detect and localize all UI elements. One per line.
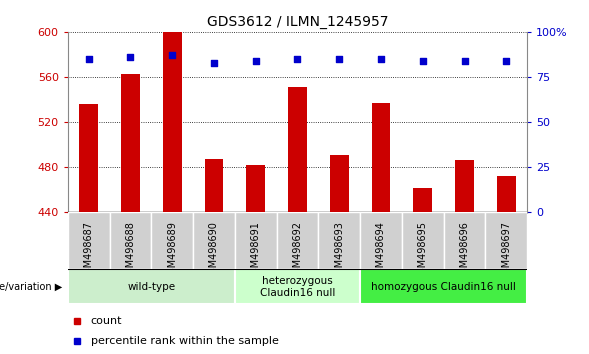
Text: heterozygous
Claudin16 null: heterozygous Claudin16 null (260, 276, 335, 298)
Point (376, 56, 386, 62)
Text: wild-type: wild-type (127, 282, 176, 292)
Text: GSM498697: GSM498697 (501, 221, 511, 280)
Bar (68, 212, 110, 269)
Bar (455, 160, 474, 212)
Bar (163, 32, 181, 212)
Point (125, 54, 135, 60)
Bar (151, 212, 193, 269)
Point (335, 56, 344, 62)
Point (293, 56, 302, 62)
Text: percentile rank within the sample: percentile rank within the sample (91, 336, 279, 346)
Bar (330, 155, 349, 212)
Text: GSM498691: GSM498691 (251, 221, 261, 280)
Bar (235, 212, 277, 269)
Bar (288, 87, 307, 212)
Point (418, 58, 428, 64)
Point (460, 58, 469, 64)
Bar (372, 103, 391, 212)
Bar (235, 269, 360, 304)
Bar (110, 212, 151, 269)
Text: count: count (91, 316, 122, 326)
Text: GSM498688: GSM498688 (125, 221, 135, 280)
Text: GSM498689: GSM498689 (167, 221, 177, 280)
Point (167, 52, 177, 58)
Bar (497, 176, 516, 212)
Bar (68, 269, 235, 304)
Point (84, 56, 93, 62)
Bar (246, 165, 265, 212)
Bar (121, 74, 140, 212)
Bar (444, 212, 485, 269)
Bar (485, 212, 527, 269)
Text: GSM498696: GSM498696 (459, 221, 469, 280)
Bar (193, 212, 235, 269)
Text: GSM498693: GSM498693 (334, 221, 344, 280)
Text: GSM498687: GSM498687 (84, 221, 94, 280)
Text: homozygous Claudin16 null: homozygous Claudin16 null (371, 282, 516, 292)
Bar (277, 212, 318, 269)
Bar (79, 104, 98, 212)
Bar (360, 212, 402, 269)
Text: GSM498690: GSM498690 (209, 221, 219, 280)
Text: GSM498694: GSM498694 (376, 221, 386, 280)
Text: GSM498692: GSM498692 (293, 221, 302, 280)
Bar (402, 212, 444, 269)
Bar (360, 269, 527, 304)
Bar (204, 159, 223, 212)
Text: GSM498695: GSM498695 (418, 221, 428, 280)
Bar (318, 212, 360, 269)
Title: GDS3612 / ILMN_1245957: GDS3612 / ILMN_1245957 (207, 16, 388, 29)
Bar (413, 188, 432, 212)
Text: genotype/variation ▶: genotype/variation ▶ (0, 282, 62, 292)
Point (502, 58, 511, 64)
Point (209, 60, 219, 65)
Point (251, 58, 260, 64)
